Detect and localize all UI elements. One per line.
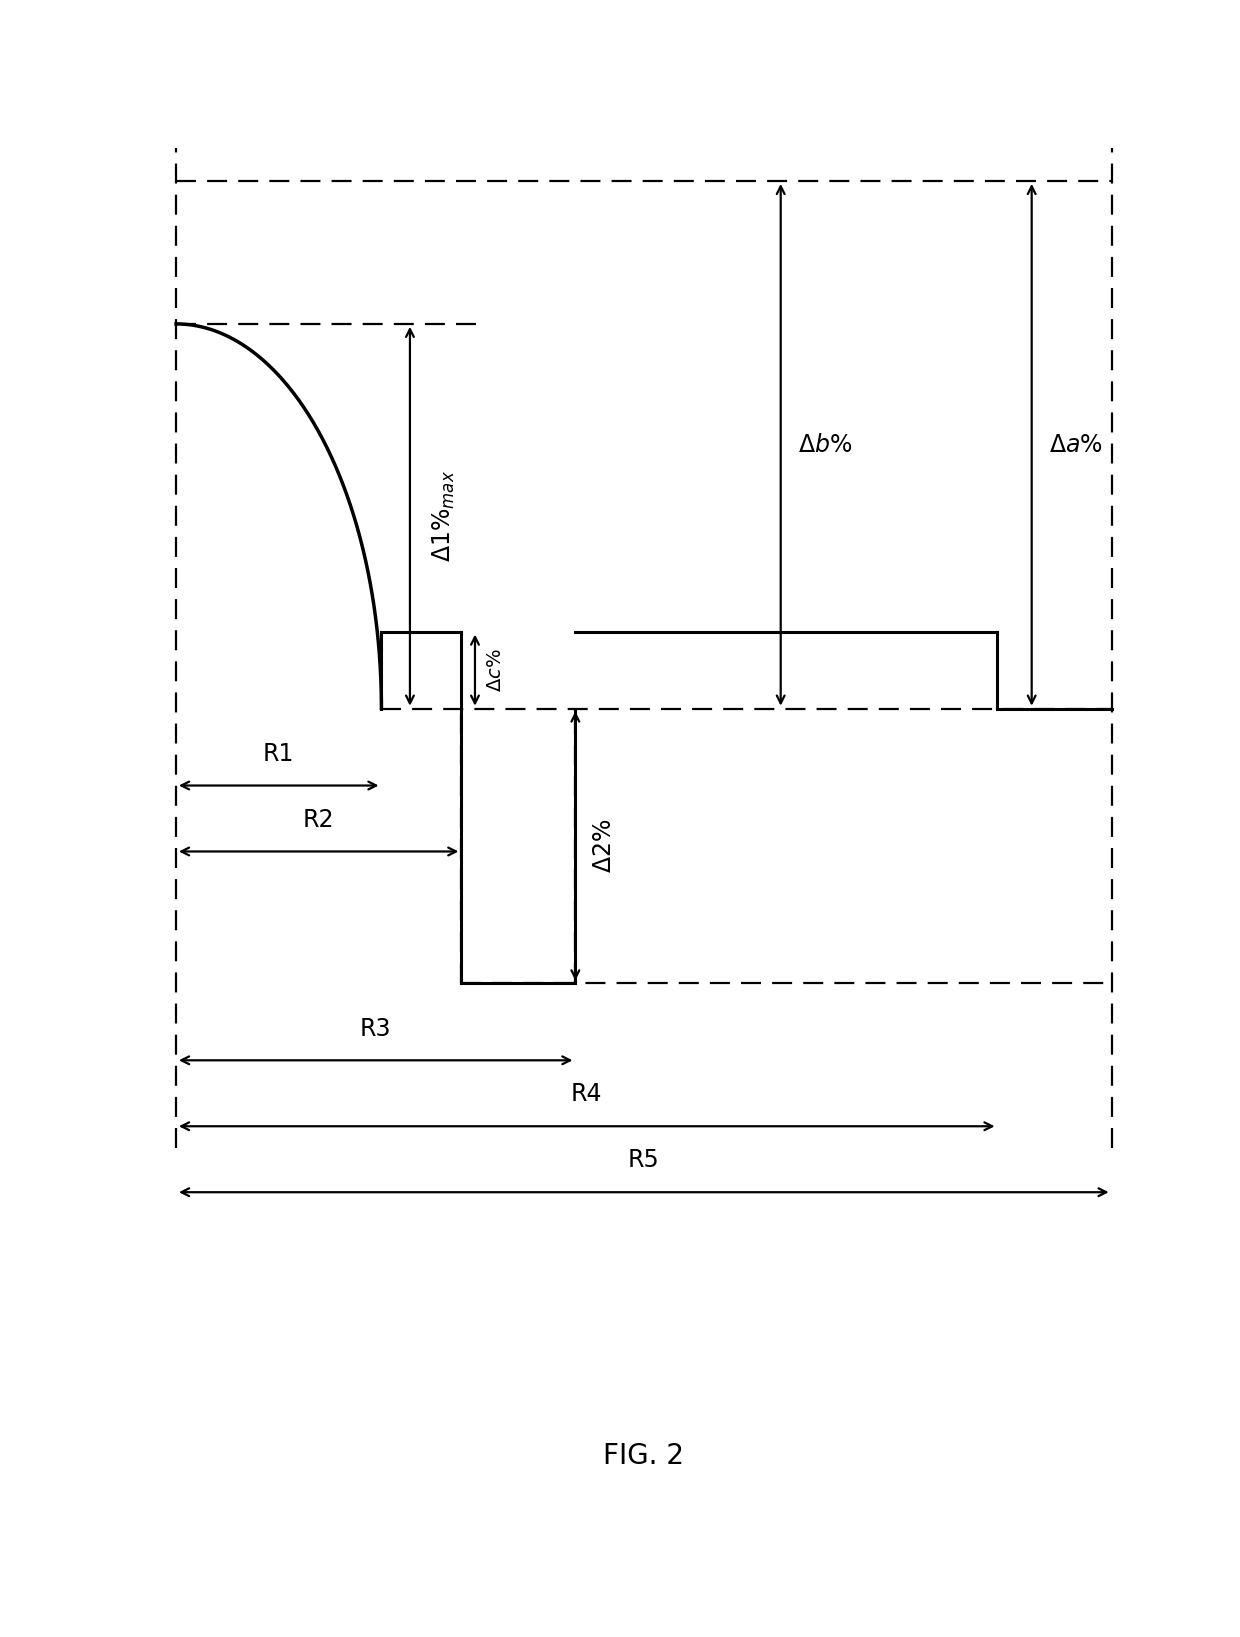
Text: R1: R1 xyxy=(263,742,294,766)
Text: $\Delta b\%$: $\Delta b\%$ xyxy=(797,432,852,457)
Text: R4: R4 xyxy=(570,1082,603,1107)
Text: $\Delta1\%_{max}$: $\Delta1\%_{max}$ xyxy=(430,470,456,561)
Text: $\Delta a\%$: $\Delta a\%$ xyxy=(1049,432,1102,457)
Text: R3: R3 xyxy=(360,1017,392,1041)
Text: FIG. 2: FIG. 2 xyxy=(604,1442,684,1470)
Text: R2: R2 xyxy=(303,807,335,832)
Text: $\Delta2\%$: $\Delta2\%$ xyxy=(593,818,616,873)
Text: $\Delta c\%$: $\Delta c\%$ xyxy=(486,648,506,692)
Text: R5: R5 xyxy=(627,1149,660,1172)
